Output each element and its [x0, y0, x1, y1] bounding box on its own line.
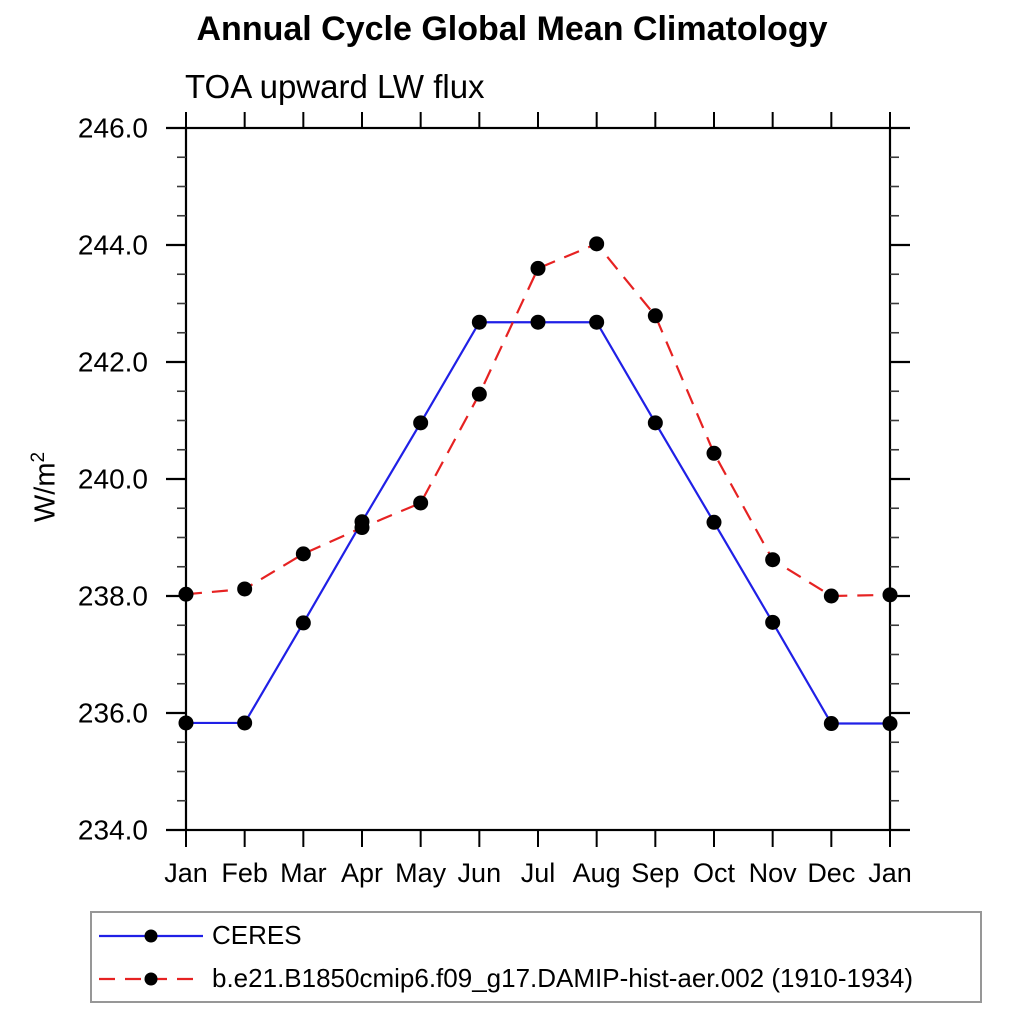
- data-point-damip-hist-aer: [295, 546, 311, 562]
- data-point-ceres: [530, 314, 546, 330]
- y-axis-tick-label: 238.0: [78, 581, 148, 612]
- data-point-ceres: [765, 614, 781, 630]
- data-point-damip-hist-aer: [882, 587, 898, 603]
- legend-box: CERES b.e21.B1850cmip6.f09_g17.DAMIP-his…: [90, 911, 982, 1003]
- x-axis-month-label: Apr: [341, 858, 383, 888]
- x-axis-month-label: Feb: [221, 858, 268, 888]
- x-axis-month-label: Sep: [631, 858, 679, 888]
- x-axis-month-label: May: [395, 858, 447, 888]
- x-axis-month-label: Jul: [521, 858, 556, 888]
- data-point-damip-hist-aer: [178, 586, 194, 602]
- data-point-ceres: [647, 415, 663, 431]
- x-axis-month-label: Mar: [280, 858, 327, 888]
- data-point-ceres: [823, 716, 839, 732]
- legend-sample-marker-ceres: [144, 929, 158, 942]
- legend-sample-damip-line: [99, 972, 203, 985]
- data-point-damip-hist-aer: [765, 552, 781, 568]
- x-axis-month-label: Jan: [164, 858, 208, 888]
- data-point-damip-hist-aer: [823, 588, 839, 604]
- data-point-damip-hist-aer: [589, 236, 605, 252]
- x-axis-month-label: Oct: [693, 858, 736, 888]
- data-point-damip-hist-aer: [530, 260, 546, 276]
- legend-item-ceres: CERES: [97, 915, 980, 956]
- data-point-ceres: [882, 716, 898, 732]
- data-point-damip-hist-aer: [237, 581, 253, 597]
- plot-frame: [184, 126, 892, 832]
- y-axis-tick-label: 246.0: [78, 113, 148, 144]
- x-axis-month-label: Dec: [807, 858, 855, 888]
- data-point-damip-hist-aer: [471, 386, 487, 402]
- data-point-damip-hist-aer: [354, 520, 370, 536]
- x-axis-month-label: Jun: [458, 858, 502, 888]
- chart-title: Annual Cycle Global Mean Climatology: [196, 10, 828, 48]
- data-point-ceres: [413, 415, 429, 431]
- x-axis-month-label: Aug: [573, 858, 621, 888]
- data-point-damip-hist-aer: [413, 495, 429, 511]
- y-axis-tick-label: 240.0: [78, 464, 148, 495]
- data-point-ceres: [295, 615, 311, 631]
- data-point-ceres: [237, 715, 253, 731]
- x-axis-month-label: Jan: [868, 858, 912, 888]
- data-point-damip-hist-aer: [647, 308, 663, 324]
- y-axis-tick-label: 242.0: [78, 347, 148, 378]
- data-point-ceres: [706, 514, 722, 530]
- data-point-damip-hist-aer: [706, 445, 722, 461]
- data-point-ceres: [178, 715, 194, 731]
- legend-label-damip-hist-aer: b.e21.B1850cmip6.f09_g17.DAMIP-hist-aer.…: [212, 963, 913, 993]
- legend-sample-ceres-line: [99, 929, 203, 942]
- series-line-damip-hist-aer: [185, 242, 891, 598]
- chart-subtitle: TOA upward LW flux: [185, 68, 485, 105]
- y-axis-tick-label: 234.0: [78, 815, 148, 846]
- data-point-ceres: [589, 314, 605, 330]
- legend-item-damip-hist-aer: b.e21.B1850cmip6.f09_g17.DAMIP-hist-aer.…: [97, 958, 980, 999]
- data-point-ceres: [471, 314, 487, 330]
- y-axis-tick-label: 244.0: [78, 230, 148, 261]
- legend-label-ceres: CERES: [212, 920, 302, 950]
- y-axis-tick-label: 236.0: [78, 698, 148, 729]
- legend-sample-marker-damip-hist-aer: [144, 972, 158, 985]
- series-line-ceres: [186, 321, 890, 725]
- x-axis-month-label: Nov: [749, 858, 798, 888]
